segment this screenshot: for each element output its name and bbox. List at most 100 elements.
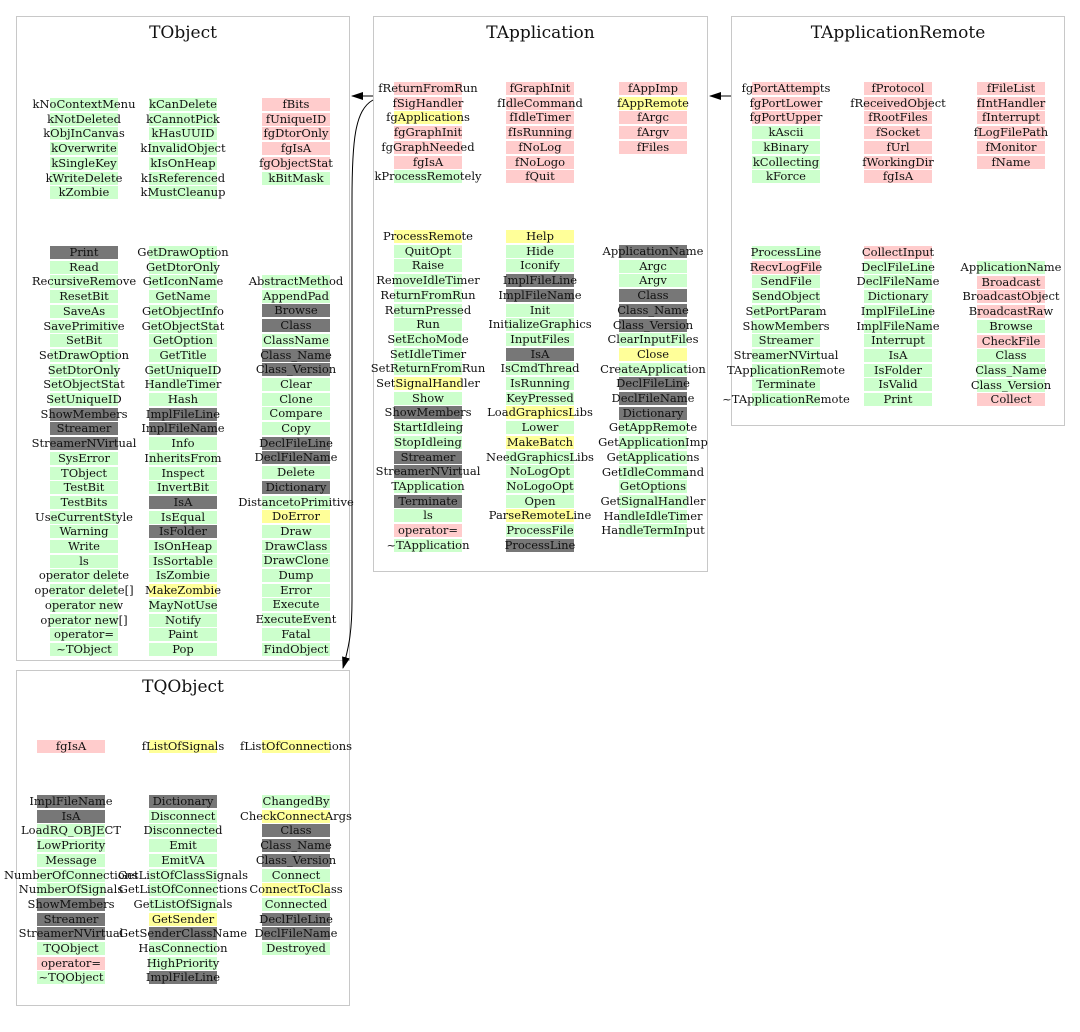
member-highlight (262, 407, 330, 420)
member-highlight (619, 245, 687, 258)
member-item: ChangedBy (216, 795, 376, 808)
member-item: fBits (216, 98, 376, 111)
member-highlight (50, 98, 118, 111)
member-label: DrawClone (263, 553, 329, 567)
member-label: Info (171, 436, 195, 450)
member-label: DoError (272, 509, 320, 523)
member-highlight (149, 334, 217, 347)
member-highlight (506, 304, 574, 317)
member-highlight (50, 320, 118, 333)
member-highlight (619, 141, 687, 154)
member-item: Execute (216, 598, 376, 611)
member-label: kMustCleanup (140, 185, 226, 199)
member-label: fProtocol (871, 81, 925, 95)
member-highlight (50, 364, 118, 377)
member-label: fgIsA (280, 141, 312, 155)
member-highlight (37, 957, 105, 970)
member-item: ExecuteEvent (216, 613, 376, 626)
member-item: fgIsA (0, 740, 151, 753)
member-item: Compare (216, 407, 376, 420)
member-highlight (149, 378, 217, 391)
member-item: DoError (216, 510, 376, 523)
member-item: InheritsFrom (103, 452, 263, 465)
member-item: Paint (103, 628, 263, 641)
member-label: Browse (274, 303, 318, 317)
member-item: fIntHandler (931, 97, 1080, 110)
member-label: IsCmdThread (500, 361, 580, 375)
member-label: fNoLogo (514, 155, 566, 169)
member-highlight (506, 230, 574, 243)
member-highlight (619, 480, 687, 493)
member-item: ApplicationName (573, 245, 733, 258)
member-item: SysError (4, 452, 164, 465)
member-label: Pop (172, 642, 194, 656)
member-label: fgGraphInit (393, 125, 463, 139)
member-item: kBinary (706, 141, 866, 154)
member-item: fgIsA (216, 142, 376, 155)
member-item: NoLogoOpt (460, 480, 620, 493)
member-highlight (864, 349, 932, 362)
member-label: fgObjectStat (259, 156, 333, 170)
member-label: fIsRunning (507, 125, 573, 139)
member-label: Emit (169, 838, 197, 852)
member-highlight (262, 643, 330, 656)
member-highlight (752, 275, 820, 288)
member-label: IsA (61, 809, 81, 823)
member-item: Draw (216, 525, 376, 538)
member-item: HandleIdleTimer (573, 510, 733, 523)
member-highlight (262, 525, 330, 538)
member-item: SetReturnFromRun (348, 362, 508, 375)
member-highlight (752, 246, 820, 259)
member-item: kObjInCanvas (4, 127, 164, 140)
member-highlight (506, 245, 574, 258)
member-item: kSingleKey (4, 157, 164, 170)
member-label: InvertBit (156, 480, 210, 494)
member-item: CheckFile (931, 335, 1080, 348)
member-label: kBinary (763, 140, 809, 154)
member-label: fIntHandler (976, 96, 1046, 110)
member-label: GetListOfClassSignals (117, 868, 249, 882)
member-label: TQObject (43, 941, 99, 955)
member-highlight (262, 569, 330, 582)
member-item: ~TObject (4, 643, 164, 656)
member-label: GetUniqueID (144, 363, 222, 377)
member-item: fWorkingDir (818, 156, 978, 169)
member-item: Iconify (460, 259, 620, 272)
member-label: ImplFileLine (145, 407, 221, 421)
member-label: HasConnection (138, 941, 228, 955)
member-highlight (50, 393, 118, 406)
member-highlight (262, 628, 330, 641)
member-label: InitializeGraphics (488, 317, 592, 331)
member-label: Broadcast (981, 275, 1041, 289)
member-item: HandleTimer (103, 378, 263, 391)
member-item: Init (460, 304, 620, 317)
member-item: fgIsA (818, 170, 978, 183)
member-highlight (262, 481, 330, 494)
member-highlight (262, 127, 330, 140)
member-label: fListOfConnections (239, 739, 353, 753)
member-item: Collect (931, 393, 1080, 406)
member-highlight (619, 510, 687, 523)
member-item: GetName (103, 290, 263, 303)
member-label: ShowMembers (27, 897, 115, 911)
member-item: RemoveIdleTimer (348, 274, 508, 287)
member-item: Dictionary (573, 407, 733, 420)
member-highlight (864, 364, 932, 377)
member-label: fgIsA (412, 155, 444, 169)
member-item: kBitMask (216, 172, 376, 185)
member-label: CheckFile (981, 334, 1041, 348)
member-label: IsSortable (152, 554, 214, 568)
member-item: LowPriority (0, 839, 151, 852)
member-highlight (619, 97, 687, 110)
member-label: kCannotPick (146, 112, 220, 126)
member-item: Print (818, 393, 978, 406)
member-item: Help (460, 230, 620, 243)
member-label: fIdleCommand (497, 96, 583, 110)
member-highlight (149, 614, 217, 627)
member-highlight (262, 334, 330, 347)
member-label: Error (280, 583, 312, 597)
member-label: ProcessFile (506, 523, 574, 537)
member-label: fIdleTimer (509, 110, 571, 124)
member-label: kSingleKey (51, 156, 117, 170)
member-item: fgObjectStat (216, 157, 376, 170)
